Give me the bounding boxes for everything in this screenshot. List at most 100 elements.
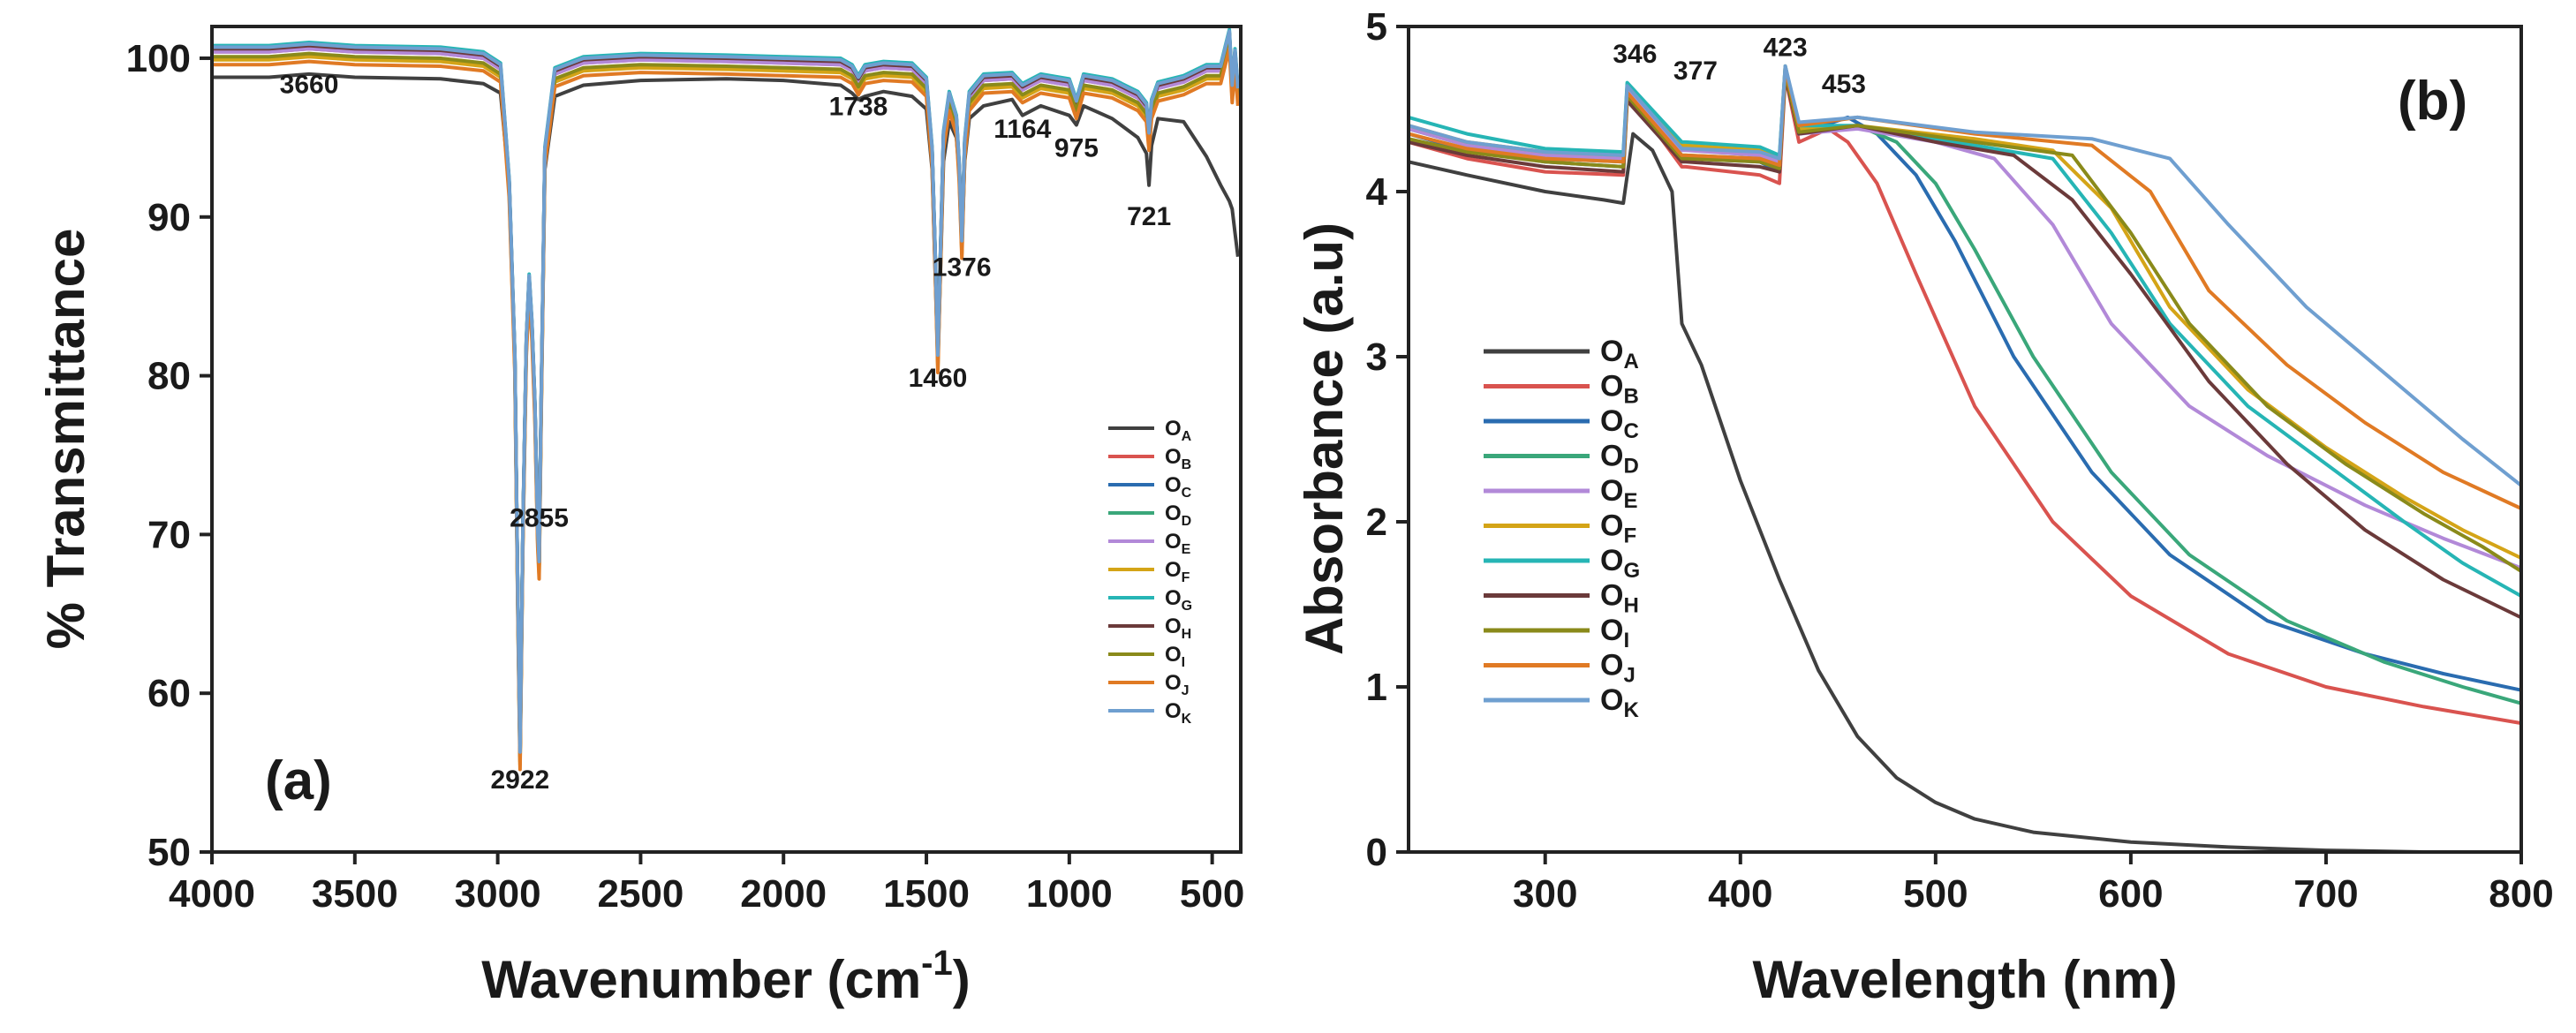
ftir-legend-label-sub: F <box>1182 570 1190 585</box>
uvvis-legend-label: OB <box>1600 370 1639 409</box>
uvvis-legend-label: OH <box>1600 579 1639 618</box>
ftir-legend-label-main: O <box>1165 501 1182 525</box>
uvvis-legend-label-main: O <box>1600 544 1623 577</box>
ftir-legend-label-main: O <box>1165 671 1182 695</box>
ftir-legend-label: OJ <box>1165 671 1190 698</box>
uvvis-series-line-K <box>1408 64 2523 487</box>
uvvis-x-tick-label: 400 <box>1708 872 1772 916</box>
uvvis-peak-label: 377 <box>1673 57 1718 86</box>
ftir-y-axis-title: % Transmittance <box>36 229 95 650</box>
ftir-x-tick-label: 3000 <box>455 872 541 916</box>
uvvis-legend-label: OG <box>1600 544 1640 583</box>
uvvis-series-group <box>1408 64 2523 854</box>
ftir-panel: 4000 3500 3000 2500 2000 1500 1000 500 50 60 70 80 9… <box>36 25 1245 1009</box>
ftir-legend-label-sub: E <box>1182 542 1191 557</box>
ftir-peak-label: 1460 <box>909 364 968 393</box>
uvvis-legend-label: OK <box>1600 683 1639 722</box>
ftir-y-tick-label: 50 <box>147 831 191 874</box>
uvvis-legend-label-main: O <box>1600 614 1623 647</box>
ftir-legend-label-main: O <box>1165 615 1182 638</box>
uvvis-legend-label-sub: J <box>1623 664 1635 688</box>
ftir-x-tick-label: 1000 <box>1026 872 1113 916</box>
uvvis-y-axis-title: Absorbance (a.u) <box>1295 222 1354 655</box>
uvvis-panel-label: (b) <box>2398 71 2467 132</box>
uvvis-legend-label-main: O <box>1600 440 1623 473</box>
ftir-x-tick-label: 2500 <box>597 872 684 916</box>
ftir-legend-label: OD <box>1165 501 1191 529</box>
ftir-legend-label-main: O <box>1165 586 1182 610</box>
uvvis-legend-label-main: O <box>1600 579 1623 613</box>
uvvis-legend-label: OF <box>1600 509 1636 548</box>
uvvis-legend-label-sub: C <box>1623 419 1638 443</box>
uvvis-peak-label: 423 <box>1764 34 1808 63</box>
ftir-peak-label: 1164 <box>993 115 1051 144</box>
uvvis-x-tick-label: 500 <box>1903 872 1968 916</box>
ftir-legend-label-sub: C <box>1182 486 1192 501</box>
uvvis-peak-label: 346 <box>1613 40 1657 69</box>
ftir-x-tick-label: 3500 <box>312 872 398 916</box>
ftir-x-tick-label: 2000 <box>740 872 827 916</box>
ftir-peak-label: 1738 <box>829 93 888 122</box>
ftir-legend-label-sub: B <box>1182 457 1192 472</box>
ftir-legend-label-sub: H <box>1182 627 1192 642</box>
uvvis-legend-label-main: O <box>1600 649 1623 682</box>
ftir-y-tick-label: 90 <box>147 196 191 239</box>
uvvis-legend-label-sub: E <box>1623 489 1637 513</box>
uvvis-legend-label: OA <box>1600 335 1639 373</box>
ftir-legend-label: OG <box>1165 586 1192 614</box>
uvvis-x-tick-label: 700 <box>2293 872 2358 916</box>
ftir-legend-label: OA <box>1165 417 1192 444</box>
uvvis-x-axis-title: Wavelength (nm) <box>1752 950 2177 1009</box>
ftir-peak-label: 2855 <box>510 503 569 532</box>
uvvis-legend-label-sub: F <box>1623 524 1636 548</box>
uvvis-legend-label-main: O <box>1600 335 1623 368</box>
ftir-legend-label-main: O <box>1165 473 1182 497</box>
uvvis-legend-label-sub: G <box>1623 559 1640 583</box>
uvvis-y-tick-label: 0 <box>1366 831 1387 874</box>
uvvis-legend-label-sub: B <box>1623 385 1638 409</box>
uvvis-legend-label: OD <box>1600 440 1639 479</box>
ftir-legend-label-main: O <box>1165 445 1182 469</box>
ftir-y-tick-label: 70 <box>147 513 191 556</box>
ftir-series-group <box>212 27 1240 772</box>
ftir-peak-label: 3660 <box>280 71 339 100</box>
uvvis-legend-label-main: O <box>1600 509 1623 543</box>
ftir-legend-label-main: O <box>1165 530 1182 554</box>
uvvis-y-tick-label: 5 <box>1366 5 1387 49</box>
ftir-legend-label: OB <box>1165 445 1191 472</box>
ftir-y-tick-label: 80 <box>147 355 191 398</box>
ftir-x-axis-title: Wavenumber (cm-1) <box>481 944 970 1009</box>
ftir-x-axis-title-sup: -1 <box>921 944 953 983</box>
uvvis-legend-label-main: O <box>1600 474 1623 508</box>
uvvis-legend-label-main: O <box>1600 404 1623 438</box>
uvvis-legend-label-sub: I <box>1623 629 1629 652</box>
uvvis-x-tick-label: 300 <box>1513 872 1577 916</box>
ftir-x-axis-title-main: Wavenumber (cm <box>481 950 921 1009</box>
ftir-peak-label: 1376 <box>933 253 992 282</box>
ftir-legend-label-sub: A <box>1182 429 1192 444</box>
uvvis-series-line-J <box>1408 67 2522 510</box>
uvvis-series-line-B <box>1408 74 2522 726</box>
uvvis-legend-label: OJ <box>1600 649 1635 688</box>
ftir-y-tick-label: 60 <box>147 672 191 715</box>
uvvis-series-line-A <box>1408 132 2521 854</box>
ftir-legend-label-main: O <box>1165 558 1182 582</box>
ftir-peak-label: 2922 <box>490 765 549 795</box>
ftir-legend-label: OI <box>1165 643 1185 670</box>
ftir-plot-frame <box>210 25 1243 854</box>
uvvis-y-tick-label: 1 <box>1366 666 1387 709</box>
uvvis-plot-frame <box>1407 25 2523 854</box>
uvvis-legend-label: OE <box>1600 474 1637 513</box>
uvvis-peak-label: 453 <box>1822 70 1866 99</box>
ftir-series-line-K <box>212 29 1240 754</box>
ftir-ticks: 4000 3500 3000 2500 2000 1500 1000 500 50 60 70 80 9… <box>126 37 1245 916</box>
ftir-legend-label: OE <box>1165 530 1191 557</box>
uvvis-y-tick-label: 4 <box>1366 170 1388 214</box>
ftir-legend-label: OH <box>1165 615 1191 642</box>
uvvis-y-tick-label: 2 <box>1366 501 1387 544</box>
ftir-panel-label: (a) <box>265 750 332 811</box>
ftir-legend-label: OC <box>1165 473 1192 501</box>
